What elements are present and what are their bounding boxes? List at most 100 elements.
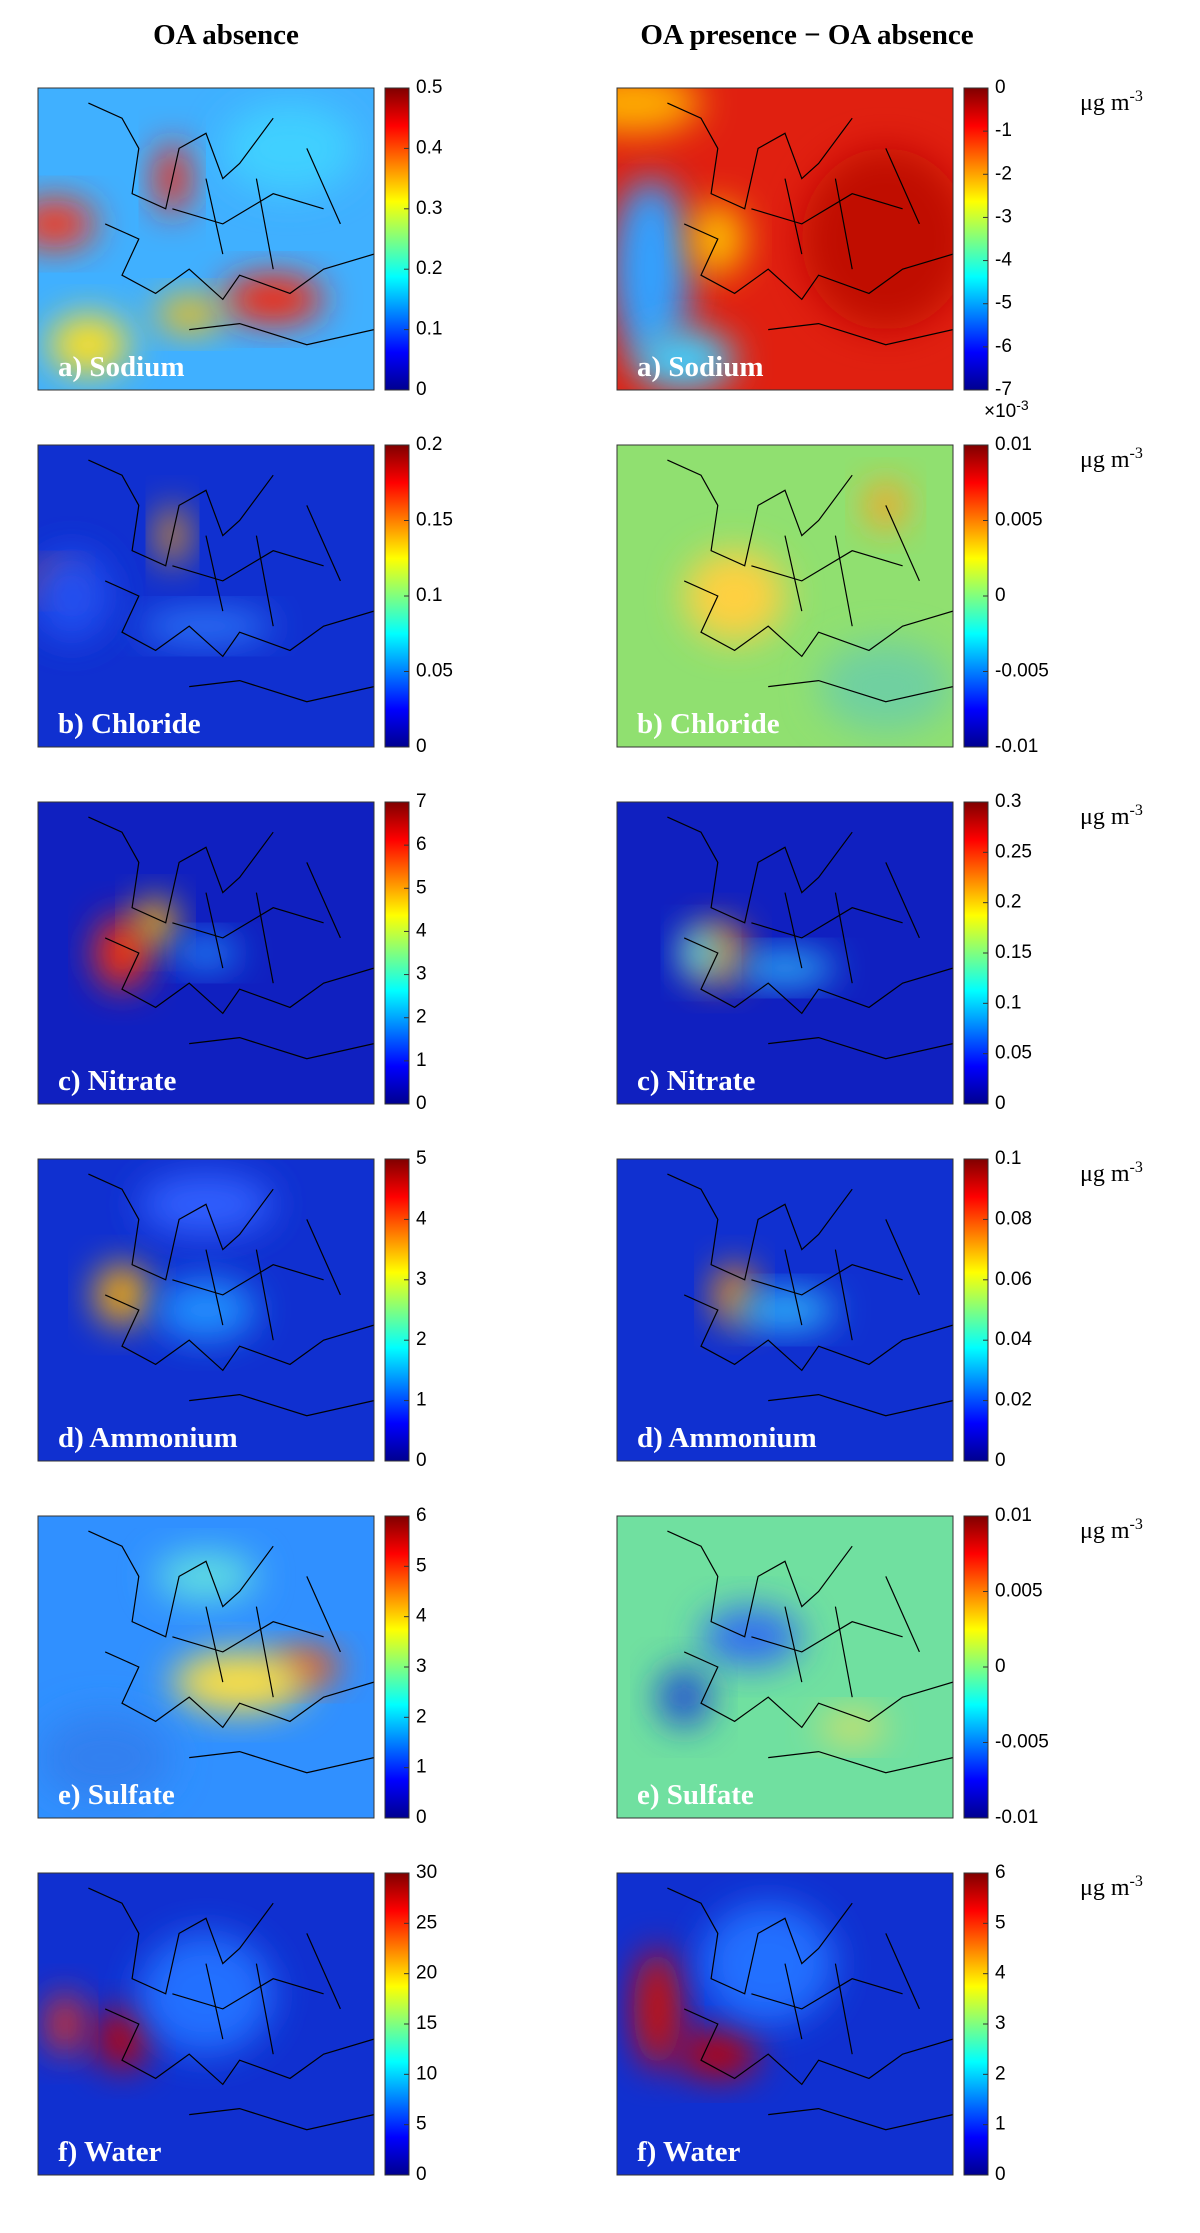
colorbar-tick-label: 5 [416,1555,427,1576]
map-field [38,1159,374,1461]
map-field [617,1873,953,2175]
map-blob [818,1712,886,1743]
coastline [88,1173,374,1417]
map-blob [135,898,176,947]
map-field [617,1516,953,1818]
colorbar-tick-label: 0 [416,736,427,757]
coastline [667,1173,953,1417]
map-blob [617,88,701,134]
panel-label: d) Ammonium [637,1422,817,1454]
map-blob [657,1667,712,1728]
colorbar-tick-label: -6 [995,336,1012,357]
map-panel: d) Ammonium 0 1 2 3 4 5 [37,1148,427,1471]
unit-power: -3 [1130,1159,1143,1176]
map-blob [684,550,785,642]
map-panel: e) Sulfate 0 1 2 3 4 5 6 [37,1505,427,1828]
colorbar-tick-label: 6 [416,1505,427,1526]
unit-text: μg m [1080,447,1130,473]
colorbar-tick-label: 0.05 [416,661,453,682]
colorbar-tick-label: -0.01 [995,736,1038,757]
panel-label: f) Water [637,2136,740,2168]
unit-label: μg m-3 [1080,1873,1143,1901]
colorbar-tick-label: 0.15 [995,942,1032,963]
colorbar-tick-label: 0.25 [995,841,1032,862]
unit-power: -3 [1130,1516,1143,1533]
colorbar-tick-label: 2 [416,1007,427,1028]
map-blob [172,937,240,969]
colorbar-tick-label: 4 [416,1208,427,1229]
map-panel: f) Water 0 1 2 3 4 5 6 μg m-3 [616,1862,1143,2185]
panel-label: a) Sodium [637,351,764,383]
coastline [88,1887,374,2131]
column-title: OA absence [153,19,299,51]
coastline [667,102,953,346]
map-blob [48,1993,82,2055]
colorbar-tick-label: 0.2 [416,258,442,279]
map-blob [734,1291,836,1329]
colorbar-tick-label: 15 [416,2013,437,2034]
colorbar-tick-label: 25 [416,1912,437,1933]
colorbar-tick-label: 0 [995,1093,1006,1114]
colorbar [384,801,410,1105]
unit-text: μg m [1080,1875,1130,1901]
colorbar-tick-label: 0 [995,585,1006,606]
colorbar [963,87,989,391]
map-panel: d) Ammonium 0 0.02 0.04 0.06 0.08 0.1 μg m-3 [616,1148,1143,1471]
map-field [38,1873,374,2175]
map-frame [37,1515,375,1819]
colorbar-tick-label: 0.01 [995,1505,1032,1526]
colorbar-tick-label: 0 [416,2164,427,2185]
colorbar-tick-label: 5 [416,1148,427,1169]
map-panel: e) Sulfate -0.01 -0.005 0 0.005 0.01 μg m-3 [616,1505,1143,1828]
colorbar-tick-label: 5 [416,2114,427,2135]
unit-power: -3 [1130,445,1143,462]
map-panel: c) Nitrate 0 0.05 0.1 0.15 0.2 0.25 0.3 μg m-3 [616,791,1143,1114]
map-blob [222,275,324,324]
colorbar-tick-label: 3 [416,1656,427,1677]
map-panel: c) Nitrate 0 1 2 3 4 5 6 7 [37,791,427,1114]
map-blob [680,928,722,978]
map-blob [155,296,223,333]
map-field [617,88,953,390]
map-blob [38,1712,173,1803]
panel-label: b) Chloride [58,708,201,740]
panel-label: c) Nitrate [637,1065,755,1097]
colorbar-tick-label: 1 [995,2114,1006,2135]
map-blob [138,1933,274,2055]
colorbar-tick-label: 2 [416,1706,427,1727]
colorbar-tick-label: 0 [416,379,427,400]
colorbar-tick-label: -1 [995,120,1012,141]
colorbar-tick-label: 6 [995,1862,1006,1883]
coastline [667,816,953,1060]
map-blob [633,329,735,390]
map-blob [734,953,836,984]
colorbar-tick-label: -3 [995,206,1012,227]
colorbar-exponent: ×10-3 [984,397,1029,422]
unit-text: μg m [1080,1518,1130,1544]
map-blob [48,314,129,375]
unit-label: μg m-3 [1080,802,1143,830]
map-blob [633,1948,681,2070]
coastline [667,1530,953,1774]
unit-label: μg m-3 [1080,445,1143,473]
colorbar-tick-label: 1 [416,1050,427,1071]
map-panel: a) Sodium 0 0.1 0.2 0.3 0.4 0.5 [37,77,443,400]
panel-label: e) Sulfate [58,1779,175,1811]
colorbar-tick-label: 4 [416,1606,427,1627]
map-blob [95,1264,149,1326]
panel-label: c) Nitrate [58,1065,176,1097]
map-blob [38,199,96,249]
map-field [38,445,374,747]
unit-label: μg m-3 [1080,1516,1143,1544]
map-blob [155,1279,257,1341]
colorbar-tick-label: 0.3 [416,198,442,219]
map-field [38,1516,374,1818]
map-background [617,1516,953,1818]
colorbar-tick-label: 0 [416,1093,427,1114]
map-panel: b) Chloride 0 0.05 0.1 0.15 0.2 [37,434,453,757]
map-blob [172,1651,307,1713]
unit-text: μg m [1080,1161,1130,1187]
map-frame [37,1158,375,1462]
colorbar-tick-label: -0.005 [995,661,1049,682]
